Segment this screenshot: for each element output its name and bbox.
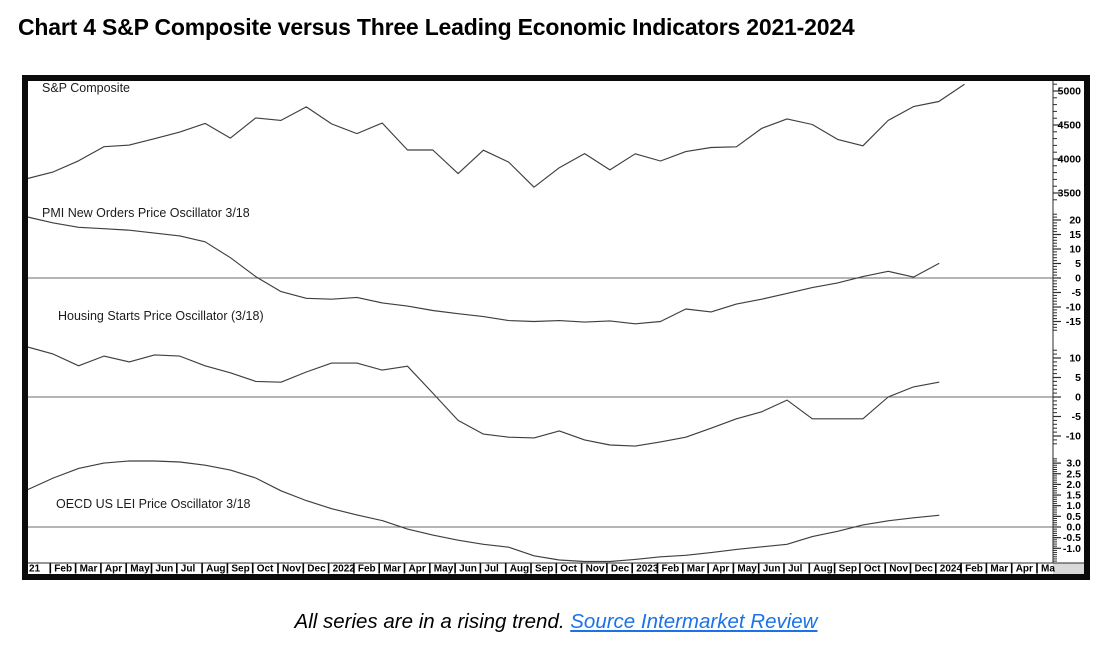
- y-tick-label: 5000: [1058, 86, 1082, 98]
- x-tick-label: Jul: [181, 564, 196, 575]
- x-tick-label: Jul: [484, 564, 499, 575]
- x-tick-label: Nov: [889, 564, 908, 575]
- x-tick-label: Jun: [763, 564, 781, 575]
- x-tick-label: Nov: [282, 564, 301, 575]
- x-tick-label: Feb: [965, 564, 983, 575]
- x-tick-label: Dec: [611, 564, 630, 575]
- chart-canvas: 5000 4500 4000 3500 20 15 10 5 0 -5 -10 -15 10 5 0 -5 -1…: [28, 81, 1084, 574]
- y-tick-label: 0.0: [1066, 522, 1081, 534]
- y-tick-label: 1.5: [1066, 490, 1081, 502]
- x-tick-label: Ma: [1041, 564, 1055, 575]
- x-tick-label: Oct: [864, 564, 881, 575]
- zero-lines: [28, 277, 1053, 528]
- x-tick-label: May: [737, 564, 757, 575]
- y-tick-label: 2.0: [1066, 479, 1081, 491]
- x-tick-label: Dec: [307, 564, 326, 575]
- x-tick-label: Apr: [1016, 564, 1033, 575]
- caption-text: All series are in a rising trend.: [294, 610, 571, 633]
- axis-corner-fill: [1053, 563, 1084, 574]
- oecd-lei-line: [28, 460, 940, 563]
- x-tick-label: Mar: [383, 564, 401, 575]
- x-tick-label: May: [130, 564, 150, 575]
- x-tick-label: Mar: [687, 564, 705, 575]
- x-tick-label: Dec: [915, 564, 934, 575]
- x-tick-label: Apr: [712, 564, 729, 575]
- y-tick-label: 10: [1069, 244, 1081, 256]
- x-tick-label: Apr: [105, 564, 122, 575]
- panel-label-oecd-lei: OECD US LEI Price Oscillator 3/18: [56, 497, 251, 511]
- y-tick-label: 3500: [1058, 188, 1082, 200]
- y-tick-label: 4000: [1058, 154, 1082, 166]
- y-tick-label: 0.5: [1066, 511, 1081, 523]
- x-tick-label: Jun: [156, 564, 174, 575]
- x-tick-label: Oct: [560, 564, 577, 575]
- y-tick-label: 1.0: [1066, 500, 1081, 512]
- x-tick-label: Feb: [358, 564, 376, 575]
- y-axis: 5000 4500 4000 3500 20 15 10 5 0 -5 -10 -15 10 5 0 -5 -1…: [1052, 81, 1082, 563]
- pmi-new-orders-line: [28, 216, 940, 325]
- x-tick-label: 2023: [636, 564, 659, 575]
- caption: All series are in a rising trend. Source…: [0, 610, 1112, 634]
- y-tick-label: -15: [1066, 316, 1081, 328]
- y-tick-label: 20: [1069, 215, 1081, 227]
- x-tick-label: Mar: [990, 564, 1008, 575]
- y-tick-label: -1.0: [1063, 543, 1081, 555]
- housing-starts-line: [28, 346, 940, 447]
- panel-label-housing-starts: Housing Starts Price Oscillator (3/18): [58, 309, 264, 323]
- y-tick-label: -0.5: [1063, 532, 1081, 544]
- y-tick-label: 4500: [1058, 120, 1082, 132]
- x-tick-label: Sep: [839, 564, 857, 575]
- x-tick-label: Apr: [409, 564, 426, 575]
- x-tick-label: Sep: [231, 564, 249, 575]
- chart-title: Chart 4 S&P Composite versus Three Leadi…: [18, 14, 855, 40]
- y-tick-label: 15: [1069, 229, 1081, 241]
- y-tick-label: -5: [1072, 287, 1081, 299]
- x-tick-label: Sep: [535, 564, 553, 575]
- y-tick-label: -10: [1066, 302, 1081, 314]
- y-tick-label: 2.5: [1066, 468, 1081, 480]
- x-tick-label: Aug: [206, 564, 225, 575]
- y-tick-label: -5: [1072, 411, 1081, 423]
- y-tick-label: 10: [1069, 353, 1081, 365]
- source-link[interactable]: Source Intermarket Review: [570, 610, 818, 633]
- sp-composite-line: [28, 83, 965, 188]
- y-tick-label: 5: [1075, 258, 1081, 270]
- x-tick-label: Feb: [662, 564, 680, 575]
- x-tick-label: 2022: [333, 564, 356, 575]
- x-tick-label: 21: [29, 564, 41, 575]
- y-tick-label: 5: [1075, 372, 1081, 384]
- x-tick-label: Oct: [257, 564, 274, 575]
- x-tick-label: Jul: [788, 564, 803, 575]
- y-tick-label: 0: [1075, 392, 1081, 404]
- x-tick-label: Feb: [54, 564, 72, 575]
- x-tick-label: Nov: [586, 564, 605, 575]
- panel-label-pmi-new-orders: PMI New Orders Price Oscillator 3/18: [42, 206, 250, 220]
- y-tick-label: 0: [1075, 273, 1081, 285]
- x-tick-label: Aug: [510, 564, 529, 575]
- x-tick-label: Jun: [459, 564, 477, 575]
- chart-frame: 5000 4500 4000 3500 20 15 10 5 0 -5 -10 -15 10 5 0 -5 -1…: [22, 75, 1090, 580]
- x-tick-label: May: [434, 564, 454, 575]
- x-tick-label: Aug: [813, 564, 832, 575]
- y-tick-label: 3.0: [1066, 458, 1081, 470]
- x-tick-label: 2024: [940, 564, 963, 575]
- x-axis-strip: 21 Feb Mar Apr May Jun Jul Aug Sep Oct Nov Dec 2022 F…: [28, 562, 1084, 575]
- y-tick-label: -10: [1066, 431, 1081, 443]
- panel-label-sp-composite: S&P Composite: [42, 81, 131, 95]
- x-tick-label: Mar: [80, 564, 98, 575]
